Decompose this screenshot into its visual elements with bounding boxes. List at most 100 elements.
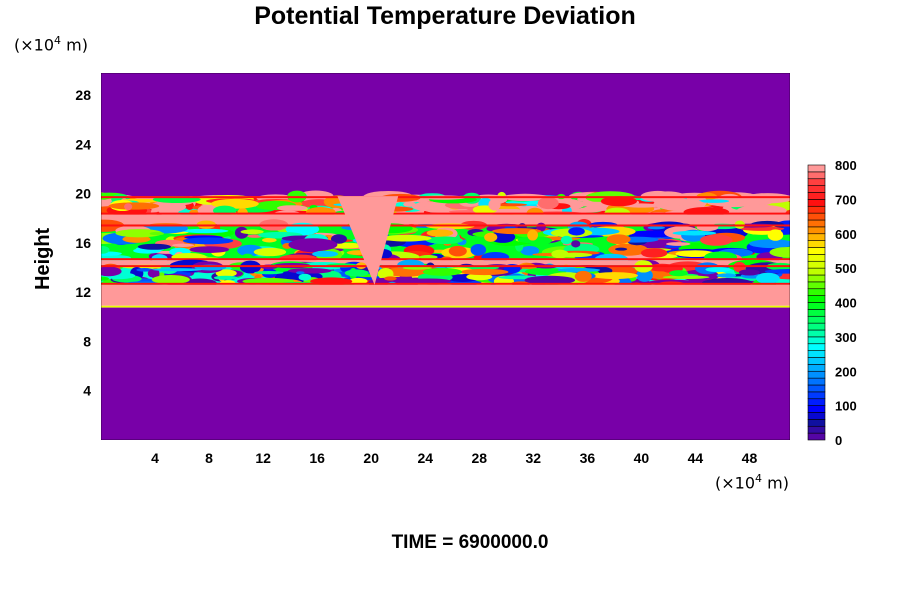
field-eddy xyxy=(122,235,151,243)
field-eddy xyxy=(527,229,538,241)
field-eddy xyxy=(767,229,784,241)
field-eddy xyxy=(344,269,369,277)
colorbar-tick-label: 800 xyxy=(835,158,857,173)
field-eddy xyxy=(769,246,790,258)
field-eddy xyxy=(149,231,164,236)
field-plume xyxy=(337,196,399,285)
colorbar-swatch xyxy=(807,171,826,180)
colorbar-swatch xyxy=(807,336,826,345)
y-tick-label: 4 xyxy=(83,383,91,399)
plot-field xyxy=(101,73,790,440)
field-eddy xyxy=(470,243,487,256)
field-eddy xyxy=(748,239,790,249)
field-edge xyxy=(101,258,790,261)
colorbar-swatch xyxy=(807,233,826,241)
colorbar-swatch xyxy=(807,425,826,434)
field-eddy xyxy=(254,271,284,275)
x-tick-label: 12 xyxy=(255,450,271,466)
colorbar-swatch xyxy=(807,274,826,283)
field-eddy xyxy=(662,275,710,279)
colorbar-swatch xyxy=(807,281,826,290)
field-layer xyxy=(101,307,790,440)
field-eddy xyxy=(298,273,312,281)
colorbar-swatch xyxy=(807,267,826,276)
field-eddy xyxy=(182,237,234,245)
colorbar-swatch xyxy=(807,432,826,441)
field-eddy xyxy=(384,276,397,281)
x-tick-label: 20 xyxy=(363,450,379,466)
colorbar-swatch xyxy=(807,370,826,379)
field-layer xyxy=(101,214,790,225)
field-eddy xyxy=(240,229,264,235)
field-eddy xyxy=(700,234,733,246)
colorbar-swatch xyxy=(807,302,826,310)
colorbar-swatch xyxy=(807,199,826,207)
field-eddy xyxy=(287,268,332,274)
y-ticks: 4 8 12 16 20 24 28 xyxy=(75,87,91,399)
field-eddy xyxy=(615,247,628,251)
y-unit-prefix: (×10 xyxy=(14,35,55,55)
colorbar-swatch xyxy=(807,398,826,406)
field-layer xyxy=(101,284,790,306)
colorbar-tick-label: 200 xyxy=(835,364,857,379)
x-tick-label: 32 xyxy=(526,450,542,466)
colorbar-tick-label: 700 xyxy=(835,192,857,207)
field-eddy xyxy=(312,250,339,258)
field-eddy xyxy=(669,198,692,206)
colorbar-swatch xyxy=(807,254,826,262)
x-unit-prefix: (×10 xyxy=(715,473,756,493)
y-tick-label: 20 xyxy=(75,186,91,202)
colorbar-swatch xyxy=(807,185,826,193)
x-tick-label: 4 xyxy=(151,450,159,466)
field-eddy xyxy=(151,275,190,285)
y-axis-unit: (×104 m) xyxy=(14,34,88,54)
field-eddy xyxy=(764,269,790,274)
colorbar-swatch xyxy=(807,391,826,400)
field-eddy xyxy=(466,273,493,281)
field-eddy xyxy=(101,266,122,277)
field-eddy xyxy=(488,198,501,211)
field-layer xyxy=(101,73,790,197)
field-eddy xyxy=(574,270,592,282)
field-eddy xyxy=(213,275,238,280)
colorbar-swatch xyxy=(807,405,826,413)
field-eddy xyxy=(524,275,575,285)
field-eddy xyxy=(422,267,463,276)
field-edge xyxy=(101,265,790,268)
field-eddy xyxy=(147,269,157,278)
y-unit-suffix: m) xyxy=(61,35,88,55)
field-eddy xyxy=(419,255,438,260)
colorbar-swatch xyxy=(807,247,826,255)
y-tick-label: 16 xyxy=(75,235,91,251)
field-eddy xyxy=(728,196,773,207)
field-eddy xyxy=(738,269,760,276)
field-eddy xyxy=(137,243,172,250)
colorbar-swatch xyxy=(807,212,826,221)
field-eddy xyxy=(215,269,237,278)
field-eddy xyxy=(520,245,540,256)
field-edge xyxy=(101,282,790,285)
colorbar-swatch xyxy=(807,384,826,393)
colorbar-swatch xyxy=(807,329,826,338)
field-eddy xyxy=(669,270,689,277)
colorbar-tick-label: 300 xyxy=(835,330,857,345)
y-tick-label: 28 xyxy=(75,87,91,103)
field-eddy xyxy=(672,230,717,236)
field-eddy xyxy=(101,245,110,254)
x-tick-label: 36 xyxy=(580,450,596,466)
field-eddy xyxy=(288,238,338,252)
y-unit-exponent: 4 xyxy=(54,34,62,47)
colorbar-swatch xyxy=(807,350,826,358)
y-tick-label: 8 xyxy=(83,333,91,349)
x-ticks: 4 8 12 16 20 24 28 32 36 40 44 48 xyxy=(151,450,757,466)
field-eddy xyxy=(597,206,606,211)
colorbar-swatch xyxy=(807,164,826,173)
field-eddy xyxy=(296,271,305,275)
x-unit-suffix: m) xyxy=(762,473,789,493)
field-eddy xyxy=(705,266,731,273)
colorbar-swatch xyxy=(807,219,826,228)
field-eddy xyxy=(560,235,573,245)
colorbar-swatch xyxy=(807,377,826,386)
field-eddy xyxy=(647,226,666,230)
